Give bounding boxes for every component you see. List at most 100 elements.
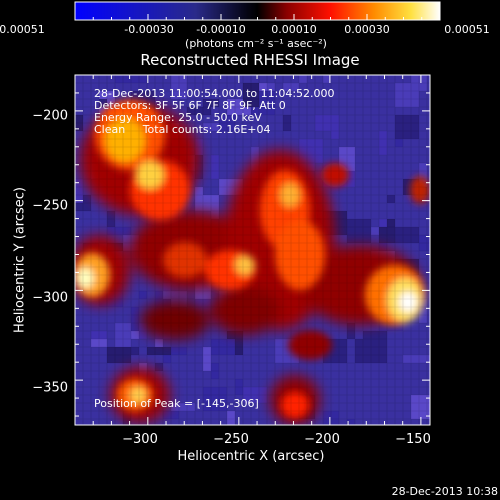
heatmap-texture-cell (411, 75, 427, 91)
heatmap-region (288, 330, 332, 360)
heatmap-texture-cell (419, 299, 427, 323)
heatmap-texture-cell (171, 347, 187, 355)
heatmap-texture-cell (339, 147, 355, 171)
heatmap-texture-cell (323, 75, 331, 83)
chart-title: Reconstructed RHESSI Image (140, 51, 360, 69)
y-tick-label: −200 (32, 108, 68, 124)
heatmap-texture-cell (107, 347, 131, 363)
heatmap-texture-cell (203, 99, 219, 107)
heatmap-region (130, 387, 146, 403)
heatmap-texture-cell (235, 379, 243, 395)
heatmap-region (399, 292, 417, 312)
heatmap-region (281, 392, 309, 418)
colorbar (74, 1, 441, 21)
x-tick-label: −200 (304, 432, 340, 447)
heatmap-region (275, 220, 325, 290)
heatmap-texture-cell (315, 115, 339, 131)
colorbar-ticks (74, 14, 441, 20)
heatmap-texture-cell (395, 227, 419, 243)
x-tick-label: −150 (395, 432, 431, 447)
heatmap-texture-cell (171, 403, 195, 411)
heatmap-texture-cell (251, 147, 259, 171)
colorbar-unit-label: (photons cm⁻² s⁻¹ asec⁻²) (185, 37, 327, 50)
heatmap-texture-cell (379, 131, 387, 155)
heatmap-texture-cell (203, 347, 211, 371)
heatmap-region (136, 161, 164, 189)
x-tick-label: −300 (122, 432, 158, 447)
y-axis-label: Heliocentric Y (arcsec) (12, 187, 28, 333)
heatmap-texture-cell (155, 331, 163, 355)
heatmap-texture-cell (299, 75, 307, 83)
heatmap-texture-cell (139, 291, 147, 299)
heatmap-region (280, 183, 300, 207)
heatmap-texture-cell (395, 115, 419, 139)
plot-timestamp: 28-Dec-2013 10:38 (391, 485, 498, 498)
plot-frame (74, 74, 431, 426)
heatmap-texture-cell (387, 195, 395, 203)
heatmap-texture-cell (419, 235, 430, 251)
heatmap-texture-cell (107, 227, 131, 235)
heatmap-texture-cell (163, 283, 171, 291)
heatmap-texture-cell (211, 155, 219, 179)
heatmap-texture-cell (115, 323, 131, 347)
heatmap-texture-cell (227, 411, 235, 425)
heatmap-region (140, 300, 210, 340)
x-axis-label: Heliocentric X (arcsec) (177, 449, 325, 464)
annotation-peak-position: Position of Peak = [-145,-306] (94, 397, 259, 410)
heatmap-pixel-grid (75, 75, 430, 425)
heatmap-texture-cell (155, 363, 163, 371)
y-tick-label: −300 (32, 290, 68, 306)
colorbar-tick-label: -0.00010 (196, 23, 246, 36)
colorbar-tick-label: 0.00030 (344, 23, 390, 36)
colorbar-tick-label: -0.00051 (0, 23, 45, 36)
x-tick-label: −250 (213, 432, 249, 447)
heatmap-texture-cell (259, 91, 275, 99)
heatmap-texture-cell (163, 291, 171, 299)
annotation-detectors: Detectors: 3F 5F 6F 7F 8F 9F, Att 0 (94, 99, 286, 112)
heatmap-texture-cell (211, 363, 219, 379)
axis-ticks (74, 74, 430, 425)
heatmap-texture-cell (219, 115, 235, 131)
heatmap-texture-cell (379, 219, 387, 227)
heatmap-texture-cell (147, 347, 171, 355)
heatmap-region (210, 285, 280, 335)
heatmap-texture-cell (347, 323, 355, 339)
annotation-time-range: 28-Dec-2013 11:00:54.000 to 11:04:52.000 (94, 87, 335, 100)
heatmap-texture-cell (355, 339, 379, 363)
heatmap-texture-cell (411, 355, 430, 363)
heatmap-texture-cell (347, 419, 355, 425)
colorbar-tick-label: 0.00010 (271, 23, 317, 36)
heatmap-region (163, 242, 207, 278)
heatmap-texture-cell (419, 163, 427, 187)
heatmap-region (235, 255, 255, 275)
heatmap-texture-cell (115, 75, 139, 83)
y-tick-label: −350 (32, 380, 68, 396)
heatmap-texture-cell (75, 115, 83, 131)
heatmap-texture-cell (203, 387, 227, 411)
heatmap-texture-cell (323, 411, 339, 425)
heatmap-region (105, 118, 145, 162)
heatmap-texture-cell (347, 219, 371, 243)
heatmap-region (321, 163, 349, 187)
heatmap-texture-cell (163, 411, 179, 419)
y-tick-label: −250 (32, 198, 68, 214)
heatmap-texture-cell (75, 179, 83, 203)
annotation-total-counts: Clean Total counts: 2.16E+04 (94, 123, 271, 136)
heatmap-texture-cell (107, 211, 115, 227)
heatmap-region (410, 176, 430, 204)
colorbar-tick-label: -0.00030 (124, 23, 174, 36)
heatmap-texture-cell (203, 123, 219, 131)
heatmap-region (76, 268, 94, 288)
heatmap-texture-cell (171, 75, 187, 99)
heatmap-texture-cell (91, 339, 107, 347)
heatmap-texture-cell (411, 395, 430, 419)
heatmap-texture-cell (99, 99, 107, 107)
heatmap-texture-cell (195, 139, 203, 155)
heatmap-texture-cell (243, 83, 259, 107)
colorbar-tick-label: 0.00051 (444, 23, 490, 36)
heatmap-texture-cell (187, 107, 211, 115)
heatmap-texture-cell (243, 387, 267, 403)
annotation-energy-range: Energy Range: 25.0 - 50.0 keV (94, 111, 262, 124)
heatmap-texture-cell (211, 339, 235, 355)
